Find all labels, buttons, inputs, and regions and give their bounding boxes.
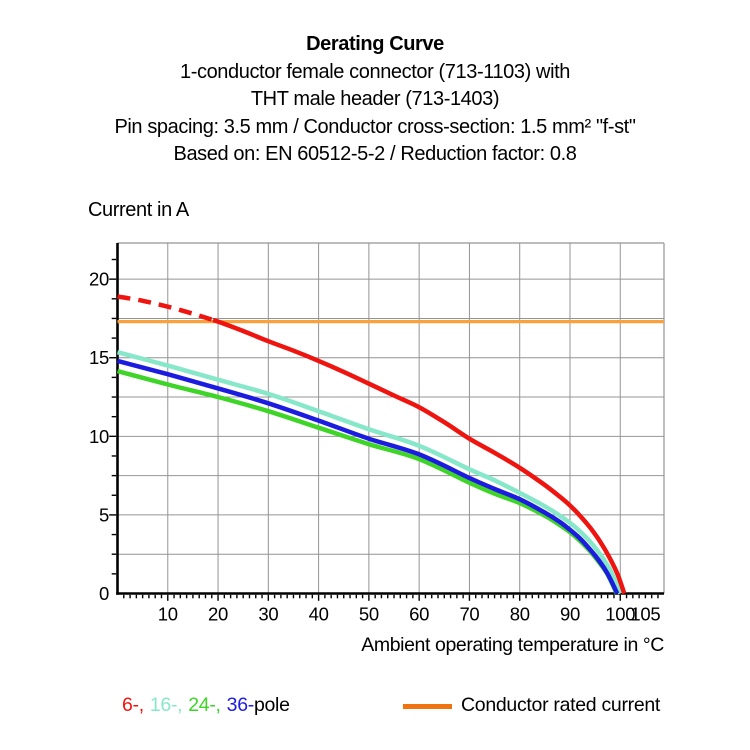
legend-label-24-pole: 24-, [188,694,221,716]
x-tick-label: 60 [409,604,429,625]
x-tick-label: 70 [459,604,479,625]
y-axis-title: Current in A [88,199,189,221]
rated-current-line-swatch [403,704,452,709]
legend-label-16-pole: 16-, [149,694,183,716]
chart-title: Derating Curve [306,33,444,55]
curve-16-pole [116,350,623,595]
y-tick-label: 5 [99,504,109,525]
x-tick-label: 50 [359,604,379,625]
y-tick-label: 10 [89,426,109,447]
legend: 6-, 16-, 24-, 36-pole Conductor rated curre… [0,694,750,724]
title-block: Derating Curve 1-conductor female connec… [0,31,750,169]
y-tick-label: 20 [89,269,109,290]
x-tick-label: 40 [309,604,329,625]
y-tick-label: 0 [99,583,109,604]
x-tick-label: 20 [208,604,228,625]
legend-label-36-pole: 36- [226,694,255,716]
legend-label-6-pole: 6-, [122,694,144,716]
x-tick-label: 10 [158,604,178,625]
x-tick-label: 100 [605,604,635,625]
curve-6-pole [212,317,627,595]
x-tick-label: 90 [560,604,580,625]
chart-subtitle-line4: Based on: EN 60512-5-2 / Reduction facto… [173,143,577,165]
chart-subtitle-line2: THT male header (713-1403) [250,88,500,110]
y-tick-label: 15 [89,347,109,368]
curve-36-pole [116,358,620,595]
x-tick-label: 105 [630,604,660,625]
legend-pole-entries: 6-, 16-, 24-, 36-pole [122,694,290,717]
curve-6-pole [117,294,214,323]
legend-pole-suffix: pole [253,694,290,716]
rated-current-label: Conductor rated current [461,694,661,716]
chart-subtitle-line1: 1-conductor female connector (713-1103) … [179,60,571,83]
chart-subtitle-line3: Pin spacing: 3.5 mm / Conductor cross-se… [114,115,636,138]
x-tick-label: 80 [510,604,530,625]
x-axis-title: Ambient operating temperature in °C [361,634,664,656]
x-tick-label: 30 [258,604,278,625]
